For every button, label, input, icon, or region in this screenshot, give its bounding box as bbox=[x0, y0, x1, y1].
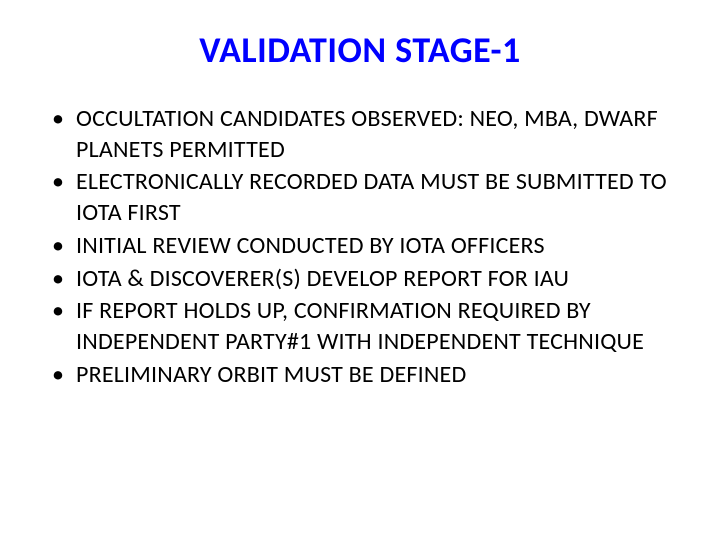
slide-title: VALIDATION STAGE-1 bbox=[40, 28, 680, 72]
list-item: IOTA & DISCOVERER(S) DEVELOP REPORT FOR … bbox=[48, 264, 680, 295]
list-item: INITIAL REVIEW CONDUCTED BY IOTA OFFICER… bbox=[48, 231, 680, 262]
list-item: ELECTRONICALLY RECORDED DATA MUST BE SUB… bbox=[48, 167, 680, 228]
list-item: IF REPORT HOLDS UP, CONFIRMATION REQUIRE… bbox=[48, 296, 680, 357]
list-item: PRELIMINARY ORBIT MUST BE DEFINED bbox=[48, 360, 680, 391]
list-item: OCCULTATION CANDIDATES OBSERVED: NEO, MB… bbox=[48, 104, 680, 165]
slide: VALIDATION STAGE-1 OCCULTATION CANDIDATE… bbox=[0, 0, 720, 540]
bullet-list: OCCULTATION CANDIDATES OBSERVED: NEO, MB… bbox=[40, 104, 680, 390]
